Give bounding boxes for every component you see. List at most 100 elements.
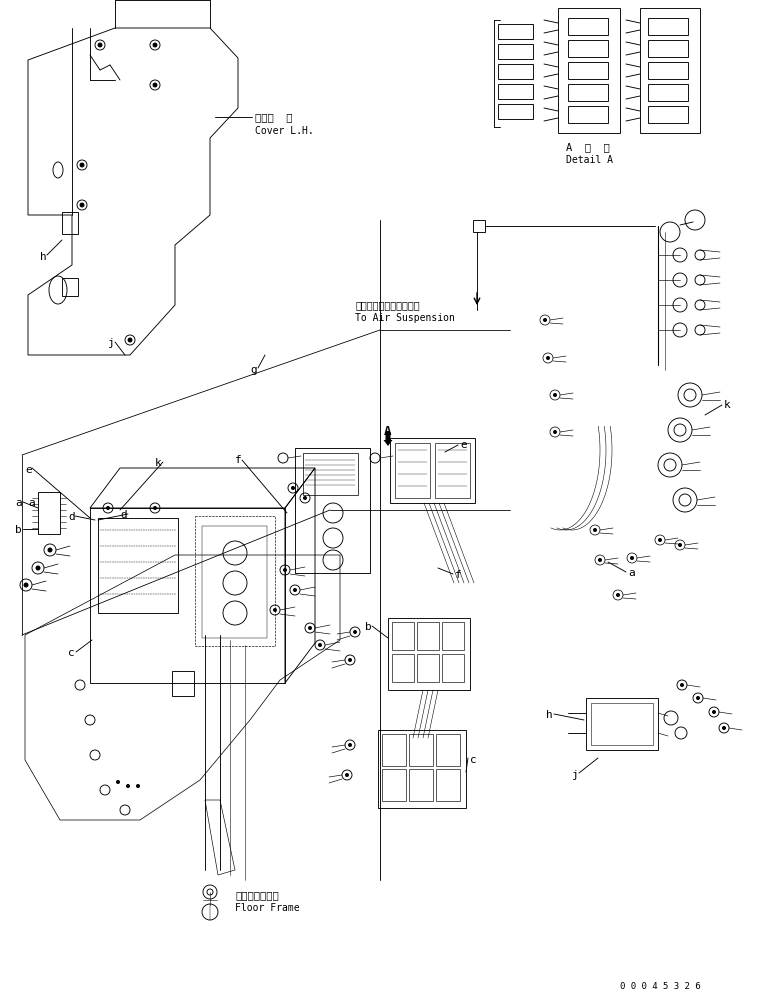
Circle shape — [136, 784, 140, 788]
Circle shape — [630, 556, 634, 560]
Text: a: a — [28, 498, 35, 508]
Circle shape — [348, 743, 352, 747]
Bar — [436, 769, 460, 801]
Circle shape — [153, 506, 157, 510]
Text: A  詳  細: A 詳 細 — [566, 142, 610, 152]
Bar — [417, 622, 439, 650]
Circle shape — [345, 773, 349, 777]
Text: c: c — [470, 755, 476, 765]
Text: h: h — [40, 252, 46, 262]
FancyArrow shape — [384, 432, 393, 446]
Bar — [586, 698, 658, 750]
Circle shape — [696, 696, 700, 700]
Text: f: f — [455, 570, 462, 580]
Bar — [295, 448, 370, 573]
Bar — [648, 84, 688, 101]
Circle shape — [98, 43, 102, 47]
Bar — [568, 62, 608, 79]
Bar — [382, 734, 406, 766]
Bar — [202, 526, 267, 638]
Bar — [568, 106, 608, 123]
Text: j: j — [108, 338, 115, 348]
Circle shape — [303, 496, 307, 500]
Circle shape — [283, 568, 287, 572]
Text: a: a — [628, 568, 635, 578]
Circle shape — [658, 538, 662, 542]
Text: A: A — [384, 425, 392, 438]
Bar — [62, 278, 78, 296]
Bar — [388, 618, 470, 690]
Circle shape — [80, 163, 84, 167]
Bar — [172, 671, 194, 696]
Bar — [498, 64, 533, 79]
Text: h: h — [546, 710, 552, 720]
Text: f: f — [235, 455, 242, 465]
Circle shape — [678, 543, 682, 547]
Circle shape — [153, 83, 157, 87]
Circle shape — [153, 43, 157, 47]
Bar — [382, 769, 406, 801]
Circle shape — [106, 506, 110, 510]
Text: Detail A: Detail A — [566, 155, 613, 165]
Bar — [392, 622, 414, 650]
Text: j: j — [572, 770, 579, 780]
Bar — [442, 622, 464, 650]
Bar — [395, 443, 430, 498]
Bar — [498, 44, 533, 59]
Bar — [498, 84, 533, 99]
Bar — [409, 734, 433, 766]
Bar — [498, 104, 533, 119]
Bar — [195, 516, 275, 646]
Text: d: d — [120, 510, 127, 520]
Text: e: e — [25, 465, 32, 475]
Circle shape — [128, 338, 132, 342]
Circle shape — [353, 630, 357, 634]
Text: カバー  左: カバー 左 — [255, 112, 292, 122]
Circle shape — [291, 486, 295, 490]
Bar — [648, 62, 688, 79]
Bar — [62, 212, 78, 234]
Bar — [568, 40, 608, 57]
Circle shape — [553, 430, 557, 434]
Text: エアーサスペンションへ: エアーサスペンションへ — [355, 300, 419, 310]
Bar — [591, 703, 653, 745]
Circle shape — [293, 588, 297, 592]
Text: g: g — [250, 365, 256, 375]
Bar — [442, 654, 464, 682]
Text: b: b — [15, 525, 22, 535]
Circle shape — [598, 558, 602, 562]
Circle shape — [722, 726, 726, 730]
Bar — [390, 438, 475, 503]
Bar — [640, 8, 700, 133]
Bar — [409, 769, 433, 801]
Circle shape — [553, 393, 557, 397]
Bar — [417, 654, 439, 682]
Bar — [435, 443, 470, 498]
Circle shape — [546, 356, 550, 360]
Bar — [436, 734, 460, 766]
Circle shape — [126, 784, 130, 788]
Circle shape — [616, 593, 620, 597]
Text: c: c — [68, 648, 75, 658]
Bar — [38, 492, 60, 534]
Bar — [648, 40, 688, 57]
Bar — [568, 18, 608, 35]
Circle shape — [273, 608, 277, 612]
Circle shape — [116, 780, 120, 784]
Circle shape — [348, 658, 352, 662]
Text: k: k — [724, 400, 731, 410]
Bar — [648, 18, 688, 35]
Circle shape — [80, 203, 84, 207]
Text: d: d — [68, 512, 75, 522]
Bar — [568, 84, 608, 101]
Circle shape — [712, 710, 716, 714]
Circle shape — [36, 566, 40, 571]
Bar — [378, 730, 466, 808]
Text: b: b — [365, 622, 372, 632]
Circle shape — [543, 318, 547, 322]
Circle shape — [318, 643, 322, 647]
Bar — [558, 8, 620, 133]
Circle shape — [680, 683, 684, 687]
Bar — [392, 654, 414, 682]
Text: a: a — [15, 498, 22, 508]
